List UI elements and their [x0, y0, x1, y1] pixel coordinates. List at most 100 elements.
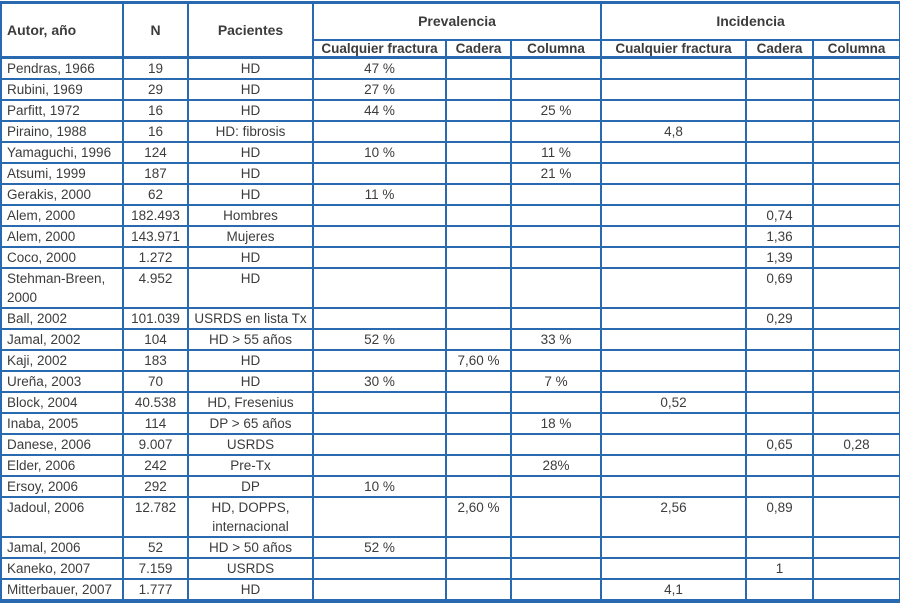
cell-inc-cadera: [745, 390, 815, 414]
cell-inc-columna: [812, 577, 900, 603]
cell-inc-cualquier-fractura: [600, 306, 748, 330]
cell-prev-cualquier-fractura: [312, 495, 447, 538]
cell-pacientes: Pre-Tx: [187, 453, 314, 477]
cell-n: 182.493: [122, 203, 189, 227]
cell-inc-columna: [812, 55, 900, 80]
cell-inc-cadera: [745, 98, 815, 122]
cell-inc-cadera: [745, 77, 815, 101]
cell-autor: Ureña, 2003: [0, 369, 124, 393]
table-row: Kaji, 2002 183 HD 7,60 %: [0, 348, 900, 372]
cell-autor: Mitterbauer, 2007: [0, 577, 124, 603]
table-row: Ersoy, 2006 292 DP 10 %: [0, 474, 900, 498]
cell-inc-columna: [812, 535, 900, 559]
cell-n: 52: [122, 535, 189, 559]
cell-prev-columna: [509, 119, 603, 143]
cell-inc-cualquier-fractura: 4,8: [600, 119, 748, 143]
cell-autor: Jamal, 2006: [0, 535, 124, 559]
cell-prev-columna: [509, 266, 603, 309]
cell-inc-cadera: [745, 535, 815, 559]
cell-inc-cualquier-fractura: 0,52: [600, 390, 748, 414]
cell-n: 242: [122, 453, 189, 477]
cell-prev-cualquier-fractura: 47 %: [312, 55, 447, 80]
cell-inc-columna: [812, 390, 900, 414]
cell-prev-columna: 25 %: [509, 98, 603, 122]
cell-prev-cualquier-fractura: 27 %: [312, 77, 447, 101]
cell-pacientes: HD: [187, 348, 314, 372]
cell-prev-cadera: [445, 119, 512, 143]
col-group-header-prevalencia: Prevalencia: [311, 1, 603, 41]
cell-prev-columna: [509, 432, 603, 456]
cell-pacientes: HD > 55 años: [187, 327, 314, 351]
table-header: Autor, año N Pacientes Prevalencia Incid…: [0, 1, 900, 58]
cell-inc-cadera: [745, 161, 815, 185]
cell-inc-cualquier-fractura: [600, 161, 748, 185]
cell-prev-cadera: [445, 224, 512, 248]
cell-autor: Elder, 2006: [0, 453, 124, 477]
col-header-n: N: [122, 1, 189, 58]
cell-prev-columna: [509, 577, 603, 603]
cell-prev-cualquier-fractura: [312, 411, 447, 435]
cell-autor: Kaneko, 2007: [0, 556, 124, 580]
cell-prev-cadera: [445, 369, 512, 393]
cell-n: 1.272: [122, 245, 189, 269]
cell-pacientes: HD: [187, 245, 314, 269]
table-row: Coco, 2000 1.272 HD 1,39: [0, 245, 900, 269]
cell-inc-columna: [812, 369, 900, 393]
cell-inc-columna: [812, 119, 900, 143]
cell-pacientes: HD: [187, 161, 314, 185]
cell-prev-columna: 33 %: [509, 327, 603, 351]
cell-inc-columna: [812, 98, 900, 122]
cell-inc-cualquier-fractura: [600, 535, 748, 559]
cell-prev-cualquier-fractura: [312, 245, 447, 269]
cell-autor: Jamal, 2002: [0, 327, 124, 351]
table-row: Inaba, 2005 114 DP > 65 años 18 %: [0, 411, 900, 435]
subheader-prev-cualquier-fractura: Cualquier fractura: [312, 38, 447, 58]
cell-inc-cadera: 0,65: [745, 432, 815, 456]
subheader-inc-cualquier-fractura: Cualquier fractura: [600, 38, 748, 58]
cell-n: 9.007: [122, 432, 189, 456]
cell-prev-cualquier-fractura: 11 %: [312, 182, 447, 206]
cell-prev-cualquier-fractura: 44 %: [312, 98, 447, 122]
cell-inc-cualquier-fractura: [600, 203, 748, 227]
cell-n: 1.777: [122, 577, 189, 603]
cell-prev-columna: [509, 535, 603, 559]
cell-inc-cualquier-fractura: [600, 432, 748, 456]
cell-inc-cadera: [745, 411, 815, 435]
cell-prev-columna: [509, 203, 603, 227]
cell-prev-columna: 18 %: [509, 411, 603, 435]
cell-autor: Kaji, 2002: [0, 348, 124, 372]
cell-prev-cualquier-fractura: 10 %: [312, 140, 447, 164]
cell-inc-columna: [812, 77, 900, 101]
cell-prev-cualquier-fractura: [312, 432, 447, 456]
cell-inc-cadera: [745, 453, 815, 477]
cell-pacientes: USRDS en lista Tx: [187, 306, 314, 330]
cell-prev-cualquier-fractura: 52 %: [312, 327, 447, 351]
cell-prev-cadera: [445, 306, 512, 330]
cell-pacientes: HD: [187, 77, 314, 101]
cell-n: 187: [122, 161, 189, 185]
table-row: Gerakis, 2000 62 HD 11 %: [0, 182, 900, 206]
cell-inc-cadera: [745, 140, 815, 164]
cell-n: 62: [122, 182, 189, 206]
cell-autor: Stehman-Breen, 2000: [0, 266, 124, 309]
cell-prev-cadera: [445, 55, 512, 80]
cell-n: 124: [122, 140, 189, 164]
cell-inc-cadera: [745, 327, 815, 351]
cell-n: 7.159: [122, 556, 189, 580]
cell-pacientes: HD: fibrosis: [187, 119, 314, 143]
cell-prev-cualquier-fractura: [312, 203, 447, 227]
cell-inc-columna: [812, 411, 900, 435]
col-group-header-incidencia: Incidencia: [600, 1, 900, 41]
col-header-pacientes: Pacientes: [187, 1, 314, 58]
cell-n: 70: [122, 369, 189, 393]
table-row: Yamaguchi, 1996 124 HD 10 % 11 %: [0, 140, 900, 164]
subheader-prev-columna: Columna: [509, 38, 603, 58]
cell-inc-cadera: 0,74: [745, 203, 815, 227]
cell-prev-cualquier-fractura: [312, 390, 447, 414]
cell-inc-columna: [812, 556, 900, 580]
cell-inc-cualquier-fractura: [600, 474, 748, 498]
cell-inc-cualquier-fractura: [600, 348, 748, 372]
cell-inc-cadera: [745, 348, 815, 372]
cell-prev-cadera: [445, 245, 512, 269]
cell-prev-cualquier-fractura: 10 %: [312, 474, 447, 498]
